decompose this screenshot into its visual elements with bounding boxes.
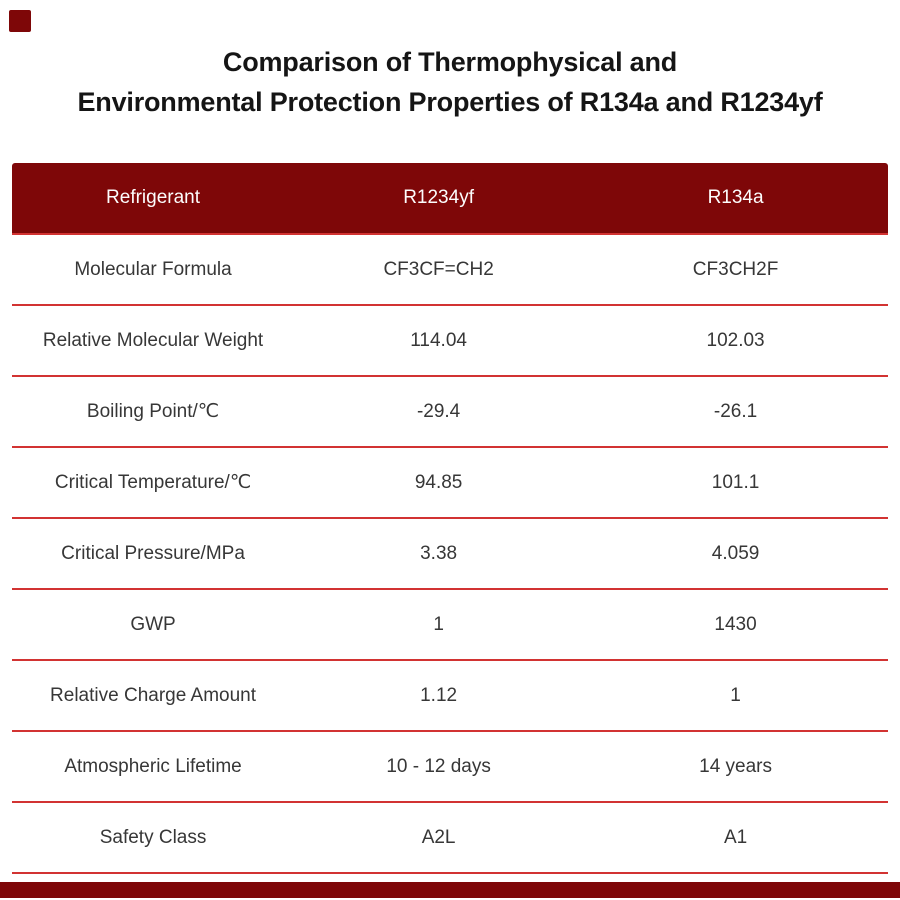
table-row: Molecular Formula CF3CF=CH2 CF3CH2F xyxy=(12,235,888,306)
footer-accent-bar xyxy=(0,882,900,898)
cell-r134a-value: 101.1 xyxy=(711,471,760,493)
comparison-table: Refrigerant R1234yf R134a Molecular Form… xyxy=(12,163,888,874)
cell-r134a-value: CF3CH2F xyxy=(692,258,779,280)
header-cell-r134a: R134a xyxy=(707,187,764,208)
cell-r1234yf-value: CF3CF=CH2 xyxy=(383,258,494,280)
page-title: Comparison of Thermophysical and Environ… xyxy=(0,42,900,122)
table-row: Critical Pressure/MPa 3.38 4.059 xyxy=(12,519,888,590)
cell-r134a-value: 14 years xyxy=(699,755,772,777)
cell-property: Critical Pressure/MPa xyxy=(61,542,245,564)
cell-r134a-value: 1430 xyxy=(714,613,757,635)
cell-r134a-value: 102.03 xyxy=(706,329,765,351)
table-row: Safety Class A2L A1 xyxy=(12,803,888,874)
cell-r134a-value: 1 xyxy=(730,684,741,706)
cell-property: Relative Charge Amount xyxy=(50,684,256,706)
cell-r1234yf-value: 3.38 xyxy=(420,542,458,564)
table-header-row: Refrigerant R1234yf R134a xyxy=(12,163,888,235)
cell-r1234yf-value: A2L xyxy=(421,826,456,848)
cell-property: Safety Class xyxy=(99,826,207,848)
header-cell-r1234yf: R1234yf xyxy=(403,187,474,208)
cell-property: Relative Molecular Weight xyxy=(42,329,264,351)
cell-property: Critical Temperature/℃ xyxy=(54,472,252,493)
cell-r1234yf-value: 94.85 xyxy=(414,471,463,493)
cell-r1234yf-value: -29.4 xyxy=(416,400,461,422)
cell-r1234yf-value: 114.04 xyxy=(410,329,467,351)
cell-property: Molecular Formula xyxy=(74,258,232,280)
cell-property: Atmospheric Lifetime xyxy=(64,755,242,777)
cell-property: Boiling Point/℃ xyxy=(86,401,220,422)
cell-r1234yf-value: 1.12 xyxy=(420,684,458,706)
cell-r1234yf-value: 1 xyxy=(433,613,444,635)
header-cell-refrigerant: Refrigerant xyxy=(106,187,201,208)
cell-r134a-value: 4.059 xyxy=(711,542,760,564)
page-title-line-1: Comparison of Thermophysical and xyxy=(222,47,678,77)
page-title-line-2: Environmental Protection Properties of R… xyxy=(77,87,823,117)
table-row: Atmospheric Lifetime 10 - 12 days 14 yea… xyxy=(12,732,888,803)
table-row: GWP 1 1430 xyxy=(12,590,888,661)
cell-r134a-value: -26.1 xyxy=(713,400,758,422)
table-row: Critical Temperature/℃ 94.85 101.1 xyxy=(12,448,888,519)
cell-property: GWP xyxy=(130,613,176,635)
table-row: Relative Charge Amount 1.12 1 xyxy=(12,661,888,732)
corner-accent-square xyxy=(9,10,31,32)
table-row: Relative Molecular Weight 114.04 102.03 xyxy=(12,306,888,377)
cell-r134a-value: A1 xyxy=(723,826,748,848)
table-row: Boiling Point/℃ -29.4 -26.1 xyxy=(12,377,888,448)
cell-r1234yf-value: 10 - 12 days xyxy=(386,755,491,777)
